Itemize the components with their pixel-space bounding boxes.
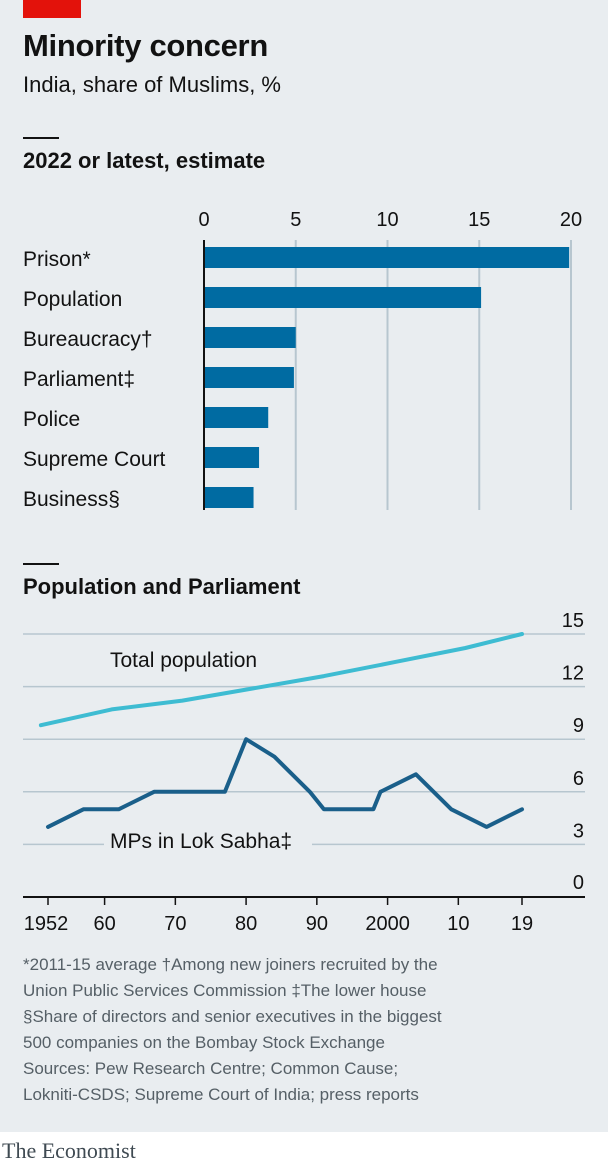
line-y-tick-label: 3 — [573, 820, 584, 842]
mps-line — [46, 737, 524, 829]
bar — [204, 447, 260, 468]
bar-category-label: Prison* — [23, 248, 91, 271]
population-line — [38, 632, 524, 728]
footnote-line: 500 companies on the Bombay Stock Exchan… — [23, 1033, 385, 1052]
line-x-tick-label: 1952 — [24, 913, 69, 935]
bar-x-tick-label: 0 — [198, 209, 209, 231]
bar-category-label: Business§ — [23, 488, 120, 511]
bar-category-label: Supreme Court — [23, 448, 166, 471]
line-y-tick-label: 12 — [562, 663, 584, 685]
footnote-line: Union Public Services Commission ‡The lo… — [23, 981, 427, 1000]
bar-section-title: 2022 or latest, estimate — [23, 148, 266, 173]
line-x-tick-label: 19 — [511, 913, 533, 935]
bar-x-tick-label: 10 — [376, 209, 398, 231]
bar-x-tick-label: 5 — [290, 209, 301, 231]
section-rule-bar — [23, 137, 59, 139]
bar — [204, 287, 482, 308]
line-y-tick-label: 6 — [573, 768, 584, 790]
footnote-line: §Share of directors and senior executive… — [23, 1007, 442, 1026]
bar-category-label: Bureaucracy† — [23, 328, 153, 351]
line-x-tick-label: 70 — [164, 913, 186, 935]
line-x-tick-label: 60 — [93, 913, 115, 935]
bar-x-tick-label: 20 — [560, 209, 582, 231]
line-y-tick-label: 0 — [573, 872, 584, 894]
line-y-tick-label: 15 — [562, 610, 584, 632]
bar-chart: 0 5 10 15 20 Prison* Population Bureaucracy† Par… — [23, 209, 582, 511]
bar-category-label: Population — [23, 288, 122, 311]
bar — [204, 407, 269, 428]
bar-category-label: Police — [23, 408, 80, 431]
chart-panel — [0, 0, 608, 1132]
mps-label-background — [104, 826, 312, 854]
footnote-line: *2011-15 average †Among new joiners recr… — [23, 955, 438, 974]
chart-title: Minority concern — [23, 28, 268, 63]
economist-logo: The Economist — [2, 1138, 136, 1163]
brand-red-bar — [23, 0, 81, 18]
line-x-tick-label: 80 — [235, 913, 257, 935]
chart-subtitle: India, share of Muslims, % — [23, 72, 281, 97]
bar — [204, 247, 570, 268]
line-chart: 0 3 6 9 12 15 1952 60 70 80 90 2000 10 19 Total popula… — [23, 610, 585, 935]
line-y-tick-label: 9 — [573, 715, 584, 737]
line-section-title: Population and Parliament — [23, 574, 301, 599]
sources-line: Lokniti-CSDS; Supreme Court of India; pr… — [23, 1085, 419, 1104]
bar-category-label: Parliament‡ — [23, 368, 135, 391]
line-x-tick-label: 10 — [447, 913, 469, 935]
population-series-label: Total population — [110, 649, 257, 672]
line-x-tick-label: 2000 — [365, 913, 410, 935]
mps-series-label: MPs in Lok Sabha‡ — [110, 830, 292, 853]
section-rule-line — [23, 563, 59, 565]
line-x-tick-label: 90 — [306, 913, 328, 935]
bar — [204, 367, 294, 388]
bar — [204, 487, 254, 508]
bar-x-tick-label: 15 — [468, 209, 490, 231]
footnotes: *2011-15 average †Among new joiners recr… — [23, 952, 593, 1108]
bar — [204, 327, 296, 348]
sources-line: Sources: Pew Research Centre; Common Cau… — [23, 1059, 399, 1078]
